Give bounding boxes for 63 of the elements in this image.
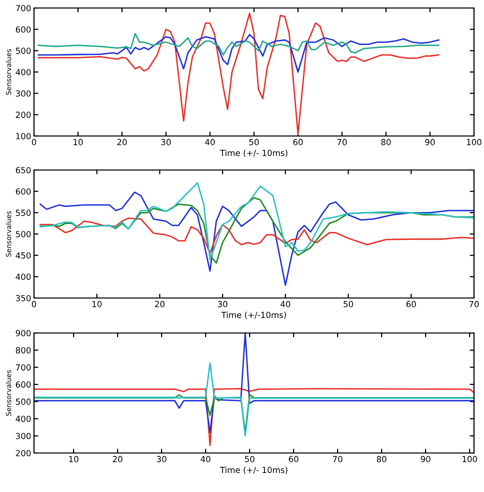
y-tick-label: 600 [16, 26, 31, 33]
x-tick-label: 80 [376, 456, 386, 462]
line-series [40, 218, 474, 254]
line-series [40, 197, 474, 264]
x-tick-label: 60 [288, 456, 298, 462]
x-tick-label: 30 [218, 300, 228, 308]
y-tick-label: 600 [16, 381, 31, 388]
x-tick-label: 10 [69, 456, 78, 462]
y-tick-label: 800 [16, 347, 31, 354]
x-tick-label: 100 [466, 138, 482, 146]
x-tick-label: 50 [344, 300, 354, 308]
x-tick-label: 70 [332, 456, 342, 462]
x-tick-label: 40 [205, 138, 215, 146]
x-tick-label: 40 [280, 300, 290, 308]
line-series [38, 34, 440, 73]
y-tick-label: 900 [16, 330, 31, 336]
x-tick-label: 50 [249, 138, 259, 146]
y-tick-label: 450 [16, 252, 31, 259]
x-tick-label: 0 [32, 138, 36, 146]
y-tick-label: 500 [16, 230, 31, 238]
x-tick-label: 100 [462, 456, 477, 462]
x-tick-label: 30 [161, 138, 171, 146]
y-tick-label: 700 [16, 4, 31, 12]
y-tick-label: 500 [16, 48, 31, 54]
x-tick-label: 90 [420, 456, 430, 462]
y-tick-label: 400 [16, 416, 31, 422]
x-tick-label: 10 [74, 138, 83, 146]
y-tick-label: 300 [16, 90, 31, 97]
x-tick-label: 90 [425, 138, 435, 146]
y-tick-label: 300 [16, 432, 31, 440]
y-tick-label: 600 [16, 188, 31, 195]
x-tick-label: 50 [244, 456, 254, 462]
x-tick-label: 60 [293, 138, 303, 146]
x-tick-label: 0 [32, 300, 36, 308]
x-tick-label: 20 [117, 138, 127, 146]
line-series [38, 32, 440, 56]
y-tick-label: 350 [16, 294, 31, 302]
line-series [34, 362, 474, 437]
line-series [40, 191, 474, 286]
line-series [40, 182, 474, 260]
y-tick-label: 500 [16, 398, 31, 405]
y-tick-label: 700 [16, 364, 31, 371]
y-tick-label: 200 [16, 112, 31, 118]
x-tick-label: 30 [156, 456, 166, 462]
line-series [34, 388, 474, 446]
line-series [38, 12, 440, 135]
x-tick-label: 40 [200, 456, 210, 462]
x-tick-label: 10 [92, 300, 102, 308]
x-tick-label: 20 [112, 456, 122, 462]
y-tick-label: 100 [16, 132, 31, 140]
x-axis-title: Time (+/- 10ms) [220, 150, 288, 158]
x-axis-title: Time (+/-10ms) [221, 312, 286, 320]
x-tick-label: 60 [406, 300, 416, 308]
x-tick-label: 80 [381, 138, 391, 146]
y-tick-label: 200 [16, 450, 31, 456]
x-axis-title: Time (+/- 10ms) [220, 466, 288, 474]
y-tick-label: 650 [16, 166, 31, 174]
y-tick-label: 550 [16, 210, 31, 216]
y-tick-label: 400 [16, 68, 31, 76]
y-tick-label: 400 [16, 274, 31, 280]
x-tick-label: 20 [155, 300, 164, 308]
x-tick-label: 70 [469, 300, 479, 308]
x-tick-label: 70 [337, 138, 347, 146]
